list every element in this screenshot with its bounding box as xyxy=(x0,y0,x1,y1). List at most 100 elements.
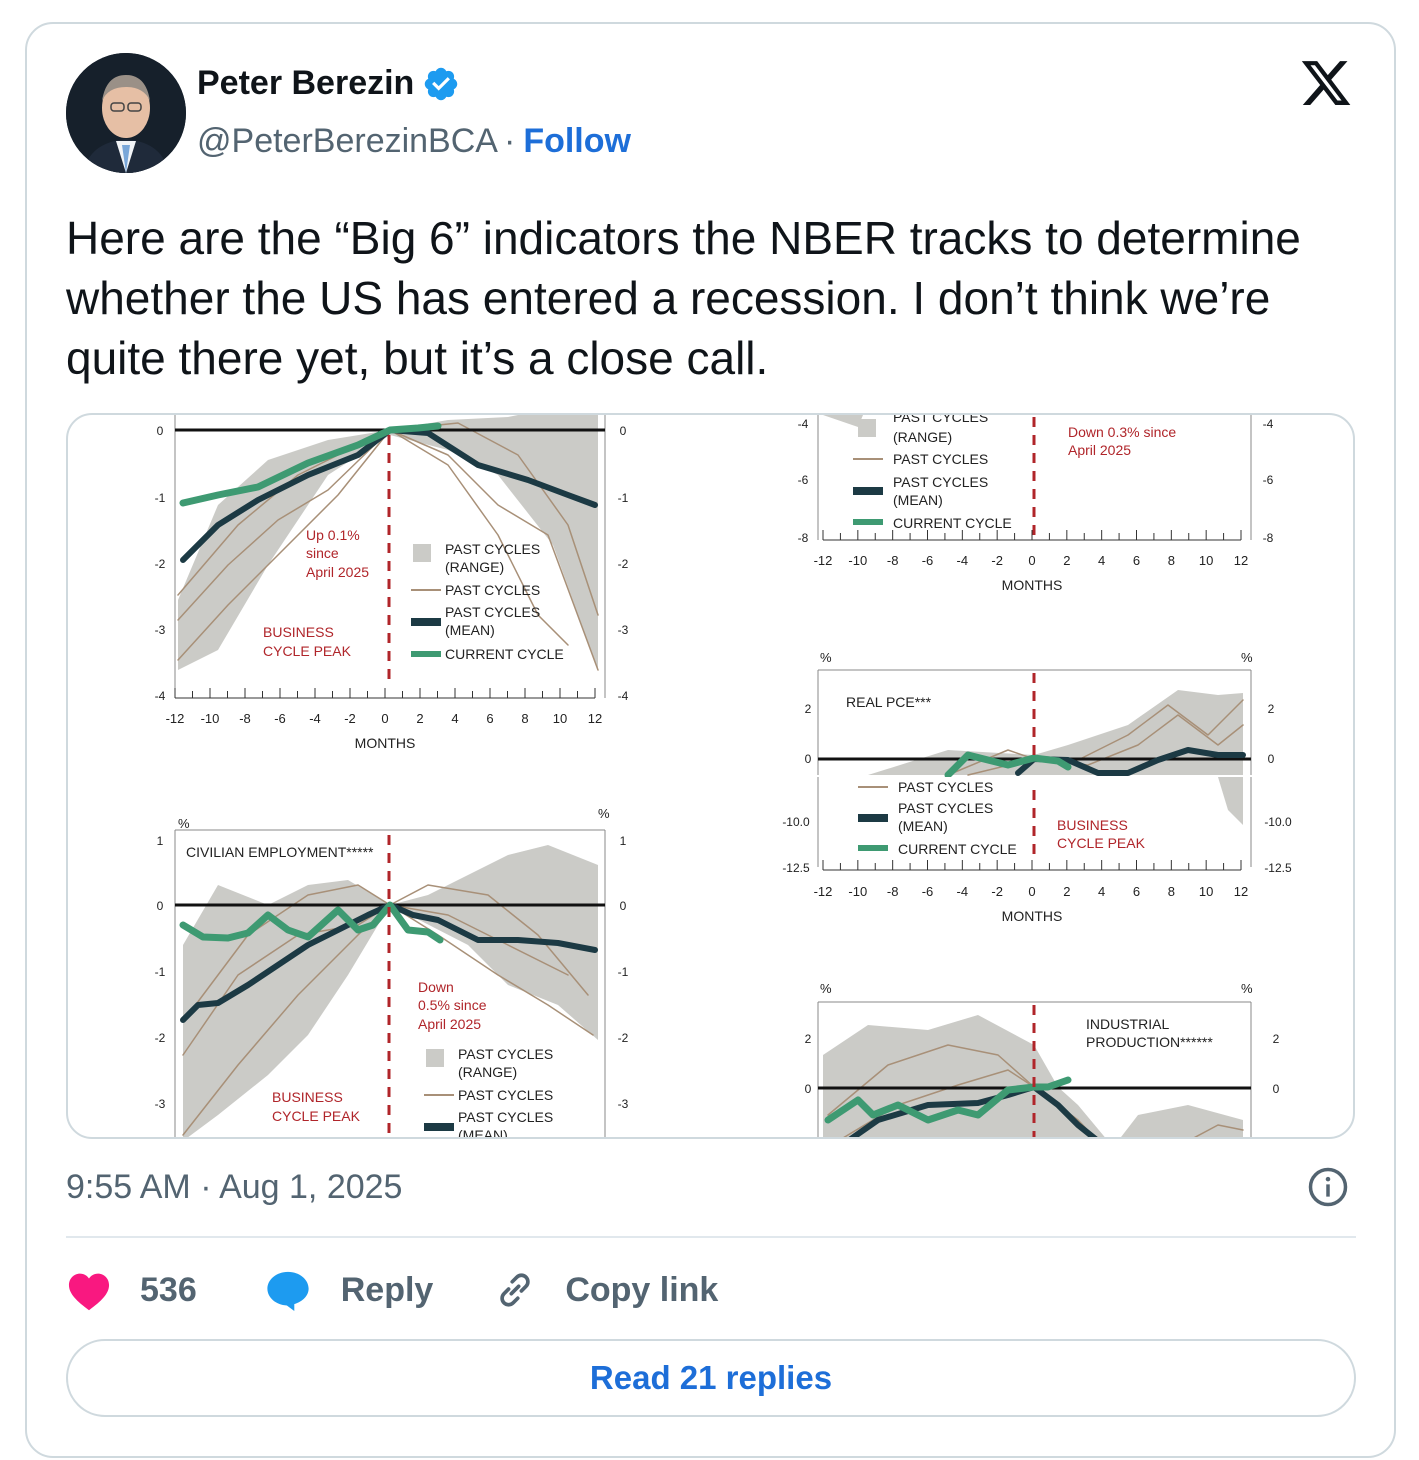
chart4-tick-label: -4 xyxy=(957,884,969,899)
chart1-y-tick-label: -1 xyxy=(618,491,629,505)
chart5-y-tick-label: 0 xyxy=(805,1082,812,1096)
chart5-current-line xyxy=(824,1076,1072,1124)
author-handle-row: @PeterBerezinBCA · Follow xyxy=(197,122,631,161)
copy-link-button[interactable]: Copy link xyxy=(493,1268,718,1312)
chart5-title: INDUSTRIAL xyxy=(1086,1016,1169,1032)
chart4-current-line xyxy=(944,751,1072,779)
chart5-range-area xyxy=(1121,1105,1243,1137)
chart3-y-tick-label: -3 xyxy=(155,1097,166,1111)
author-name-row: Peter Berezin xyxy=(197,64,460,103)
chart1-legend-label: PAST CYCLES xyxy=(445,582,540,598)
chart1-peak-label: BUSINESS xyxy=(263,624,334,640)
author-name[interactable]: Peter Berezin xyxy=(197,64,415,102)
chart1-note: Up 0.1% xyxy=(306,527,360,543)
author-handle[interactable]: @PeterBerezinBCA xyxy=(197,122,498,160)
chart1-note: since xyxy=(306,545,339,561)
chart1-tick-label: 6 xyxy=(486,711,493,726)
chart3-pct-left: % xyxy=(178,816,190,831)
chart1-tick-label: 0 xyxy=(381,711,388,726)
reply-label: Reply xyxy=(340,1270,434,1309)
action-bar: 536 Reply Copy link xyxy=(66,1262,718,1318)
tweet-timestamp[interactable]: 9:55 AM · Aug 1, 2025 xyxy=(66,1168,403,1206)
chart1-tick-label: -6 xyxy=(274,711,286,726)
like-button[interactable]: 536 xyxy=(66,1269,197,1311)
reply-bubble-icon xyxy=(267,1271,309,1311)
chart1-y-tick-label: -2 xyxy=(618,557,629,571)
chart4-past-line xyxy=(947,699,1244,776)
chart1-y-tick-label: -3 xyxy=(155,623,166,637)
chart2-y-tick-label: -4 xyxy=(798,417,809,431)
chart4-y-tick-label: 2 xyxy=(1268,702,1275,716)
chart3-y-tick-label: -2 xyxy=(618,1031,629,1045)
chart4-tick-label: -10 xyxy=(848,884,867,899)
chart3-mean-line xyxy=(180,902,598,1023)
follow-button[interactable]: Follow xyxy=(523,122,631,160)
chart4-tick-label: -6 xyxy=(922,884,934,899)
chart4-months-label: MONTHS xyxy=(1002,908,1063,924)
chart3-legend-range-swatch xyxy=(426,1049,444,1067)
reply-button[interactable]: Reply xyxy=(265,1269,434,1311)
chart5-y-tick-label: 0 xyxy=(1273,1082,1280,1096)
chart2-tick-label: -6 xyxy=(922,553,934,568)
chart1-legend-label: (RANGE) xyxy=(445,559,504,575)
x-logo-icon[interactable] xyxy=(1296,56,1356,110)
chart5-past-line xyxy=(1193,1124,1244,1137)
chart4-tick-label: -12 xyxy=(814,884,833,899)
chart3-y-tick-label: 1 xyxy=(620,834,627,848)
chart3-peak-label: BUSINESS xyxy=(272,1089,343,1105)
chart5-pct-left: % xyxy=(820,981,832,996)
chart1-tick-label: -2 xyxy=(344,711,356,726)
tweet-media[interactable]: 0 0 -1 -1 -2 -2 -3 -3 -4 -4 Up 0.1% since April 2025… xyxy=(66,413,1355,1139)
chart4-y-tick-label: 2 xyxy=(805,702,812,716)
chart4-range-area xyxy=(868,690,1243,775)
chart4-y-tick-label: 0 xyxy=(1268,752,1275,766)
link-icon xyxy=(500,1273,530,1307)
chart1-legend-label: CURRENT CYCLE xyxy=(445,646,564,662)
info-icon[interactable] xyxy=(1307,1166,1349,1208)
chart2-tick-label: 6 xyxy=(1133,553,1140,568)
chart1-note: April 2025 xyxy=(306,564,369,580)
chart1-legend-label: (MEAN) xyxy=(445,622,495,638)
chart4-title: REAL PCE*** xyxy=(846,694,932,710)
chart4-peak-label: CYCLE PEAK xyxy=(1057,835,1146,851)
chart2-legend-label: PAST CYCLES xyxy=(893,474,988,490)
chart2-tick-label: 4 xyxy=(1098,553,1105,568)
chart2-tick-label: -10 xyxy=(848,553,867,568)
chart3-y-tick-label: 1 xyxy=(157,834,164,848)
chart2-y-tick-label: -4 xyxy=(1263,417,1274,431)
chart1-tick-label: -4 xyxy=(309,711,321,726)
heart-icon xyxy=(68,1273,110,1311)
like-count: 536 xyxy=(140,1270,197,1309)
chart1-peak-label: CYCLE PEAK xyxy=(263,643,352,659)
chart3-legend-label: PAST CYCLES xyxy=(458,1087,553,1103)
chart2-tick-label: -8 xyxy=(887,553,899,568)
copy-link-label: Copy link xyxy=(565,1270,719,1309)
chart1-current-line xyxy=(179,422,442,507)
verified-badge-icon xyxy=(425,67,458,100)
avatar-image xyxy=(66,53,186,173)
chart3-note: Down xyxy=(418,979,454,995)
chart2-legend-label: (RANGE) xyxy=(893,429,952,445)
chart5-title: PRODUCTION****** xyxy=(1086,1034,1213,1050)
avatar[interactable] xyxy=(66,53,186,173)
chart4-tick-label: 4 xyxy=(1098,884,1105,899)
chart4-tick-label: -8 xyxy=(887,884,899,899)
read-replies-button[interactable]: Read 21 replies xyxy=(66,1339,1356,1417)
chart1-months-label: MONTHS xyxy=(355,735,416,751)
chart1-tick-label: 4 xyxy=(451,711,458,726)
chart3-note: April 2025 xyxy=(418,1016,481,1032)
chart3-pct-right: % xyxy=(598,806,610,821)
chart5-y-tick-label: 2 xyxy=(805,1032,812,1046)
chart3-current-line xyxy=(179,901,444,944)
chart1-y-tick-label: 0 xyxy=(620,424,627,438)
chart4-peak-label: BUSINESS xyxy=(1057,817,1128,833)
chart2-months-label: MONTHS xyxy=(1002,577,1063,593)
chart4-y-tick-label: -12.5 xyxy=(782,861,810,875)
chart1-tick-label: -8 xyxy=(239,711,251,726)
chart1-y-tick-label: -2 xyxy=(155,557,166,571)
chart2-y-tick-label: -6 xyxy=(798,473,809,487)
chart5-y-tick-label: 2 xyxy=(1273,1032,1280,1046)
chart1-legend-label: PAST CYCLES xyxy=(445,541,540,557)
chart4-tick-label: 12 xyxy=(1234,884,1248,899)
chart1-legend-label: PAST CYCLES xyxy=(445,604,540,620)
